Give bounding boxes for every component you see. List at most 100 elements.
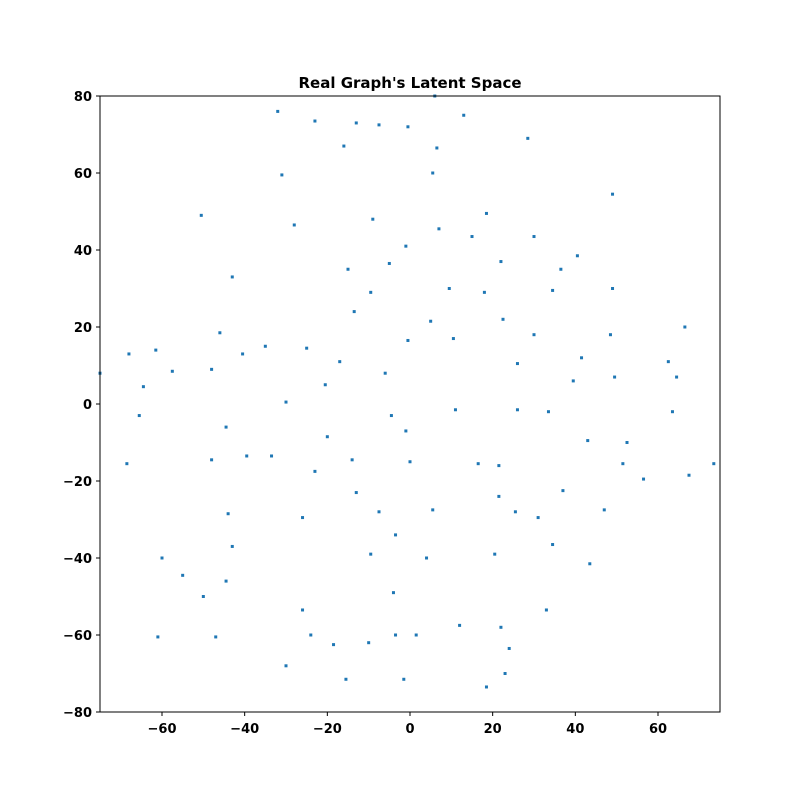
scatter-point: [497, 494, 501, 498]
x-tick-label: 0: [405, 722, 414, 737]
scatter-point: [536, 516, 540, 520]
scatter-point: [201, 595, 205, 598]
scatter-point: [199, 213, 203, 217]
scatter-point: [394, 533, 398, 537]
x-tick-label: 20: [484, 722, 502, 737]
scatter-point: [141, 385, 145, 389]
x-tick-label: 60: [649, 722, 667, 737]
scatter-point: [406, 338, 410, 342]
scatter-point: [666, 360, 670, 364]
scatter-point: [325, 435, 329, 439]
chart-title: Real Graph's Latent Space: [298, 74, 521, 92]
scatter-point: [241, 352, 245, 356]
scatter-point: [493, 552, 497, 556]
scatter-point: [476, 462, 480, 466]
x-tick-label: 40: [566, 722, 584, 737]
scatter-point: [499, 260, 503, 264]
y-tick-label: 80: [74, 90, 92, 105]
y-tick-label: 0: [83, 398, 92, 413]
scatter-point: [431, 508, 435, 512]
scatter-point: [338, 360, 342, 364]
scatter-point: [346, 267, 350, 271]
scatter-point: [435, 146, 439, 150]
scatter-point: [301, 608, 305, 612]
scatter-point: [218, 331, 222, 335]
scatter-point: [453, 408, 457, 412]
scatter-point: [214, 635, 218, 639]
scatter-point: [462, 113, 466, 117]
scatter-point: [224, 425, 228, 429]
scatter-point: [507, 646, 511, 650]
scatter-point: [210, 367, 214, 371]
scatter-point: [284, 400, 288, 404]
scatter-point: [404, 429, 408, 433]
scatter-point: [482, 290, 486, 294]
scatter-point: [546, 410, 550, 414]
scatter-point: [313, 119, 317, 123]
scatter-point: [532, 333, 536, 337]
scatter-point: [497, 464, 501, 468]
scatter-point: [323, 383, 327, 387]
scatter-point: [292, 223, 296, 227]
scatter-point: [369, 290, 373, 294]
scatter-point: [499, 625, 503, 629]
scatter-point: [224, 579, 228, 583]
scatter-point: [332, 643, 336, 647]
scatter-point: [588, 562, 592, 566]
scatter-point: [154, 348, 158, 352]
scatter-point: [342, 144, 346, 148]
plot-area-frame: [99, 95, 721, 713]
scatter-point: [408, 460, 412, 464]
scatter-point: [367, 641, 371, 645]
scatter-point: [559, 267, 563, 271]
scatter-point: [394, 633, 398, 637]
scatter-point: [611, 192, 615, 196]
scatter-point: [561, 489, 565, 493]
scatter-point: [137, 414, 141, 418]
scatter-point: [284, 664, 288, 668]
scatter-point: [431, 171, 435, 175]
scatter-point: [263, 344, 267, 348]
scatter-point: [391, 591, 395, 595]
scatter-point: [625, 441, 629, 444]
scatter-point: [712, 462, 716, 466]
scatter-point: [387, 261, 391, 265]
scatter-point: [451, 337, 455, 341]
scatter-point: [404, 244, 408, 248]
scatter-point: [503, 672, 507, 675]
x-tick-label: −20: [313, 722, 342, 737]
scatter-point: [377, 123, 381, 127]
scatter-point: [414, 633, 418, 637]
scatter-point: [571, 379, 575, 383]
scatter-point: [354, 491, 358, 495]
scatter-point: [602, 508, 606, 512]
scatter-point: [580, 356, 584, 360]
scatter-point: [210, 458, 214, 462]
scatter-point: [350, 458, 354, 462]
scatter-point: [371, 217, 375, 221]
y-tick-label: 60: [74, 167, 92, 182]
scatter-point: [429, 319, 433, 323]
scatter-point: [230, 275, 234, 279]
scatter-point: [301, 516, 305, 520]
scatter-point: [127, 352, 131, 356]
scatter-point: [458, 623, 462, 627]
scatter-point: [675, 375, 679, 379]
scatter-point: [344, 677, 348, 681]
scatter-point: [670, 410, 674, 414]
scatter-point: [383, 371, 387, 375]
scatter-point: [532, 235, 536, 239]
scatter-point: [181, 573, 185, 577]
scatter-point: [369, 552, 373, 556]
y-tick-label: −40: [63, 552, 92, 567]
scatter-point: [270, 454, 274, 458]
y-tick-label: −80: [63, 706, 92, 721]
scatter-point: [402, 677, 406, 681]
scatter-point: [621, 462, 625, 466]
scatter-point: [613, 375, 617, 379]
scatter-point: [484, 211, 488, 215]
scatter-point: [470, 235, 474, 239]
scatter-point: [611, 287, 615, 290]
y-tick-label: 20: [74, 321, 92, 336]
scatter-point: [245, 454, 249, 458]
